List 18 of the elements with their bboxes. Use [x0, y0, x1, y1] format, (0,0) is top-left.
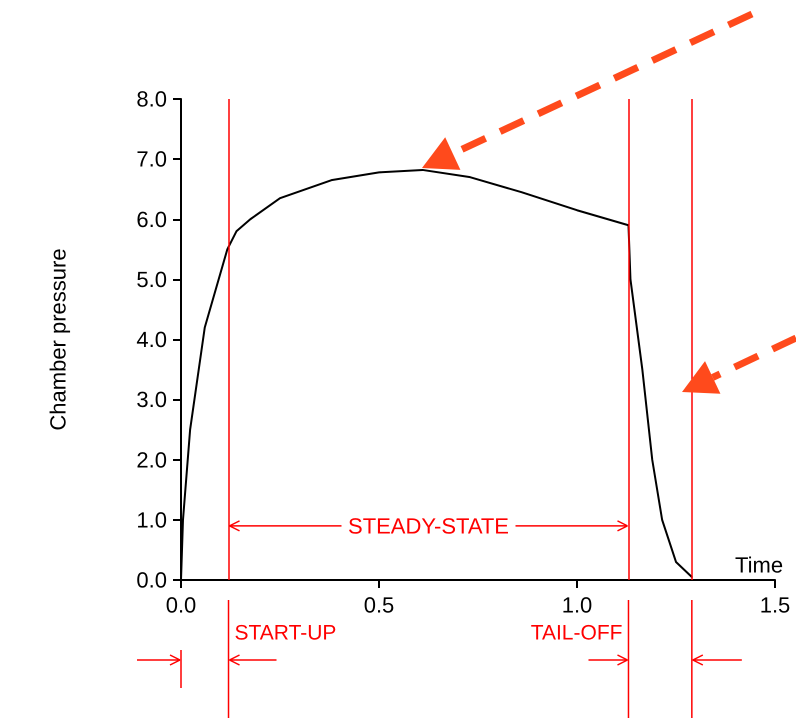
y-tick-label: 1.0	[136, 507, 167, 532]
text: TAIL-OFF	[530, 622, 622, 644]
y-tick-label: 0.0	[136, 568, 167, 592]
x-tick-label: 0.5	[364, 592, 394, 618]
x-tick-label: 1.5	[760, 592, 790, 618]
y-tick-label: 8.0	[136, 86, 167, 112]
y-tick-label: 7.0	[136, 146, 167, 172]
y-axis-title: Chamber pressure	[46, 248, 70, 431]
y-tick-label: 2.0	[136, 447, 167, 472]
x-tick-label: 1.0	[562, 592, 592, 618]
x-tick-label: 0.0	[166, 592, 196, 618]
x-axis-title: Time	[735, 552, 784, 578]
y-tick-label: 4.0	[136, 327, 167, 352]
y-tick-label: 3.0	[136, 387, 167, 412]
text: START-UP	[234, 622, 336, 644]
annotation: STEADY-STATE	[348, 513, 509, 538]
y-tick-label: 5.0	[136, 266, 167, 292]
y-tick-label: 6.0	[136, 206, 167, 232]
